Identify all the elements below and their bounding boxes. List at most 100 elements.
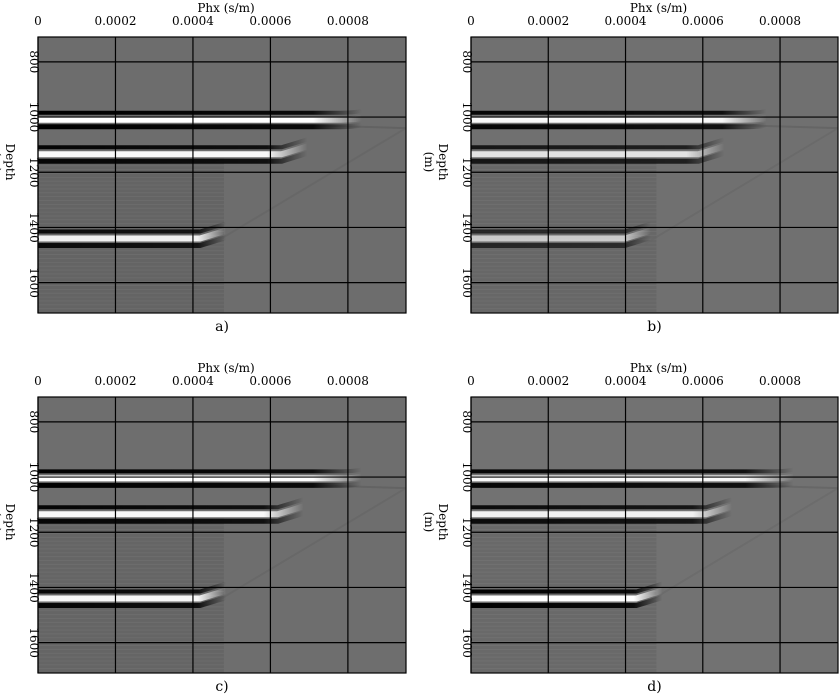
- texture-band: [471, 665, 656, 668]
- texture-band: [471, 580, 656, 583]
- x-axis-title: Phx (s/m): [197, 361, 254, 375]
- y-tick-label: 1400: [460, 572, 474, 603]
- texture-band: [38, 197, 224, 200]
- panel-caption: c): [215, 679, 228, 695]
- texture-band: [471, 658, 656, 661]
- y-axis-title: Depth(m): [0, 504, 17, 541]
- texture-band: [38, 538, 224, 541]
- x-tick-label: 0.0008: [327, 14, 369, 28]
- x-tick-label: 0: [34, 14, 42, 28]
- x-tick-label: 0.0004: [605, 374, 647, 388]
- texture-band: [471, 286, 656, 289]
- reflector-peak: [471, 118, 767, 120]
- texture-band: [38, 274, 224, 277]
- texture-band: [471, 301, 656, 304]
- texture-band: [471, 216, 656, 219]
- texture-band: [38, 576, 224, 579]
- texture-band: [38, 178, 224, 181]
- texture-band: [471, 178, 656, 181]
- texture-band: [38, 209, 224, 212]
- texture-band: [471, 542, 656, 545]
- y-axis-title: Depth(m): [422, 504, 450, 541]
- reflector-peak: [38, 118, 362, 120]
- texture-band: [38, 569, 224, 572]
- x-tick-label: 0.0006: [682, 14, 724, 28]
- texture-band: [471, 650, 656, 653]
- texture-band: [38, 665, 224, 668]
- x-tick-label: 0.0004: [172, 374, 214, 388]
- x-tick-label: 0.0002: [527, 374, 569, 388]
- y-tick-label: 1600: [27, 267, 41, 298]
- texture-band: [471, 267, 656, 270]
- texture-band: [471, 549, 656, 552]
- x-tick-label: 0.0006: [249, 14, 291, 28]
- texture-band: [471, 573, 656, 576]
- texture-band: [38, 278, 224, 281]
- texture-band: [471, 619, 656, 622]
- texture-band: [471, 661, 656, 664]
- x-axis-title: Phx (s/m): [630, 361, 687, 375]
- reflector-trough: [38, 125, 362, 127]
- y-tick-label: 1400: [27, 212, 41, 243]
- texture-band: [38, 182, 224, 185]
- y-tick-label: 1600: [27, 627, 41, 658]
- y-tick-label: 1200: [460, 157, 474, 188]
- texture-band: [471, 251, 656, 254]
- texture-band: [38, 309, 224, 312]
- y-tick-label: 1000: [27, 102, 41, 133]
- texture-band: [38, 561, 224, 564]
- x-tick-label: 0.0004: [605, 14, 647, 28]
- panel-2: 00.00020.00040.00060.0008800100012001400…: [422, 1, 838, 335]
- texture-band: [38, 549, 224, 552]
- texture-band: [471, 278, 656, 281]
- texture-band: [471, 193, 656, 196]
- texture-band: [38, 220, 224, 223]
- y-axis-title: Depth(m): [0, 144, 17, 181]
- texture-band: [38, 630, 224, 633]
- texture-band: [38, 611, 224, 614]
- texture-band: [38, 634, 224, 637]
- x-tick-label: 0.0004: [172, 14, 214, 28]
- panel-1: 00.00020.00040.00060.0008800100012001400…: [0, 1, 406, 335]
- x-tick-label: 0: [467, 14, 475, 28]
- texture-band: [471, 615, 656, 618]
- texture-band: [38, 189, 224, 192]
- texture-band: [38, 545, 224, 548]
- texture-band: [471, 270, 656, 273]
- texture-band: [471, 182, 656, 185]
- y-tick-label: 1000: [27, 462, 41, 493]
- texture-band: [471, 189, 656, 192]
- texture-band: [38, 259, 224, 262]
- texture-band: [38, 534, 224, 537]
- texture-band: [471, 553, 656, 556]
- texture-band: [38, 224, 224, 227]
- texture-band: [471, 255, 656, 258]
- reflector-trough: [471, 469, 794, 471]
- texture-band: [38, 638, 224, 641]
- texture-band: [38, 290, 224, 293]
- texture-band: [38, 301, 224, 304]
- reflector-trough: [38, 483, 362, 485]
- texture-band: [471, 545, 656, 548]
- texture-band: [38, 669, 224, 672]
- texture-band: [38, 627, 224, 630]
- y-tick-label: 800: [27, 410, 41, 433]
- texture-band: [471, 569, 656, 572]
- y-tick-label: 800: [27, 50, 41, 73]
- texture-band: [38, 193, 224, 196]
- texture-band: [38, 255, 224, 258]
- x-tick-label: 0.0002: [527, 14, 569, 28]
- x-tick-label: 0.0002: [94, 374, 136, 388]
- y-tick-label: 1400: [460, 212, 474, 243]
- x-tick-label: 0.0008: [759, 14, 801, 28]
- texture-band: [471, 634, 656, 637]
- texture-band: [471, 305, 656, 308]
- x-tick-label: 0: [467, 374, 475, 388]
- texture-band: [471, 584, 656, 587]
- texture-band: [471, 298, 656, 301]
- y-tick-label: 1000: [460, 462, 474, 493]
- y-tick-label: 800: [460, 410, 474, 433]
- texture-band: [471, 274, 656, 277]
- texture-band: [471, 201, 656, 204]
- texture-band: [471, 197, 656, 200]
